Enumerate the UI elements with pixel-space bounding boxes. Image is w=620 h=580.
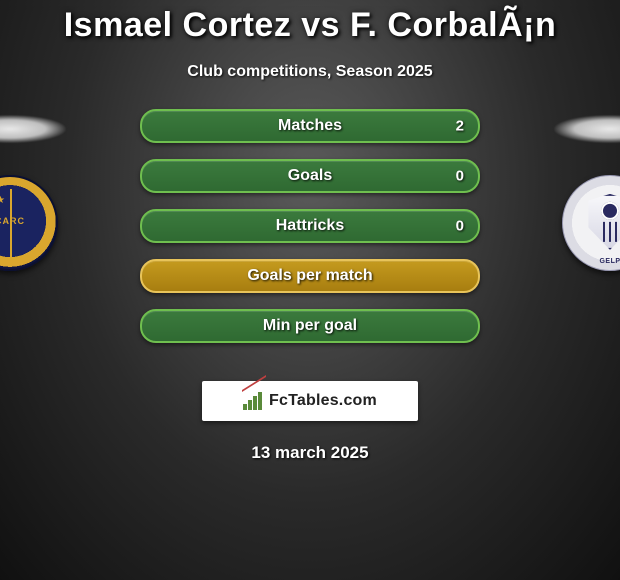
stats-list: Matches 2 Goals 0 Hattricks 0 Goals per … [140, 109, 480, 359]
right-team-badge-icon: GELP [562, 175, 620, 271]
brand-link[interactable]: FcTables.com [202, 381, 418, 421]
right-player-slot: GELP [550, 157, 620, 277]
footer-date: 13 march 2025 [0, 443, 620, 463]
stat-value-right: 0 [456, 168, 464, 185]
stat-label: Hattricks [142, 217, 478, 235]
stat-row-min-per-goal: Min per goal [140, 309, 480, 343]
stat-value-right: 0 [456, 218, 464, 235]
right-team-code: GELP [562, 258, 620, 265]
avatar-placeholder-icon [0, 115, 66, 143]
avatar-placeholder-icon [554, 115, 620, 143]
stat-label: Goals per match [142, 267, 478, 285]
stat-row-matches: Matches 2 [140, 109, 480, 143]
stat-label: Matches [142, 117, 478, 135]
page-subtitle: Club competitions, Season 2025 [0, 63, 620, 81]
page-title: Ismael Cortez vs F. CorbalÃ¡n [0, 6, 620, 45]
left-team-badge-icon: CARC [0, 175, 58, 271]
stat-row-hattricks: Hattricks 0 [140, 209, 480, 243]
stat-label: Goals [142, 167, 478, 185]
brand-chart-icon [243, 392, 265, 410]
comparison-panel: CARC GELP Matches 2 Goals 0 Hattricks 0 … [0, 109, 620, 369]
stat-value-right: 2 [456, 118, 464, 135]
left-player-slot: CARC [0, 157, 70, 277]
brand-text: FcTables.com [269, 392, 377, 410]
left-team-code: CARC [0, 216, 58, 226]
stat-row-goals: Goals 0 [140, 159, 480, 193]
stat-label: Min per goal [142, 317, 478, 335]
stat-row-goals-per-match: Goals per match [140, 259, 480, 293]
